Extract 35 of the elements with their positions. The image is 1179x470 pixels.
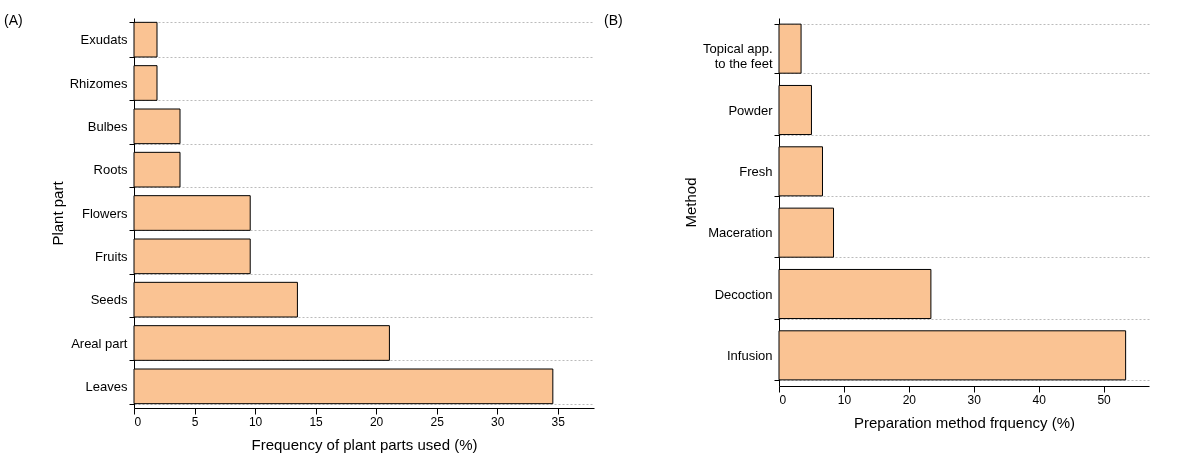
text: (B) — [604, 12, 623, 28]
x-tick-label: 5 — [191, 414, 199, 429]
x-tick-label: 30 — [490, 414, 505, 429]
y-tick-label: Fresh — [739, 163, 773, 179]
y-tick-label: Seeds — [90, 292, 128, 308]
y-axis-title: Method — [682, 177, 700, 228]
x-tick-label: 40 — [1032, 392, 1047, 407]
text: (A) — [4, 12, 23, 28]
y-tick-label: Fruits — [95, 248, 128, 264]
y-axis-title: Plant part — [48, 180, 66, 246]
y-tick-label: Flowers — [81, 205, 128, 221]
y-tick-label: Infusion — [726, 347, 773, 363]
x-tick-label: 0 — [134, 414, 142, 429]
y-tick-label: Exudats — [80, 32, 128, 48]
y-tick-label: Powder — [728, 102, 774, 118]
y-tick-label: Roots — [93, 162, 128, 178]
y-tick-label: Areal part — [71, 335, 128, 351]
x-tick-label: 25 — [430, 414, 445, 429]
x-tick-label: 50 — [1097, 392, 1112, 407]
y-tick-label: Bulbes — [87, 118, 128, 134]
x-tick-label: 15 — [309, 414, 324, 429]
x-axis-title: Preparation method frquency (%) — [854, 413, 1075, 431]
y-tick-label: Rhizomes — [69, 75, 128, 91]
x-tick-label: 10 — [837, 392, 852, 407]
x-tick-label: 0 — [779, 392, 787, 407]
x-axis-title: Frequency of plant parts used (%) — [251, 435, 478, 453]
y-tick-label: Topical app. to the feet — [703, 41, 773, 72]
x-tick-label: 20 — [369, 414, 384, 429]
y-tick-label: Maceration — [708, 225, 773, 241]
y-tick-label: Decoction — [714, 286, 773, 302]
x-tick-label: 20 — [902, 392, 917, 407]
x-tick-label: 30 — [967, 392, 982, 407]
y-tick-label: Leaves — [85, 378, 128, 394]
x-tick-label: 35 — [551, 414, 566, 429]
x-tick-label: 10 — [248, 414, 263, 429]
